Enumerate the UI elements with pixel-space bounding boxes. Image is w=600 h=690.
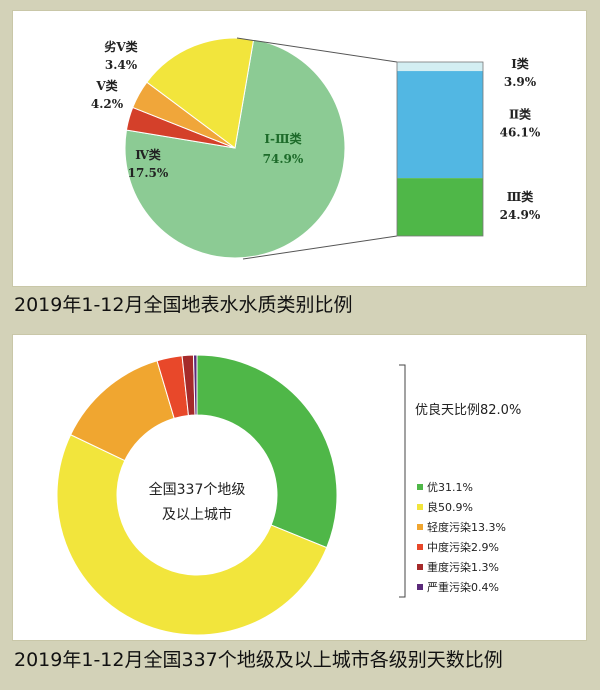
- bar-label-value-2: 46.1%: [500, 126, 541, 140]
- donut-center-line-2: 及以上城市: [162, 506, 232, 523]
- donut-slice-6: [192, 354, 198, 416]
- good-days-bracket: [399, 364, 406, 598]
- legend-label-1: 优31.1%: [427, 481, 473, 494]
- bar-segment-2: [397, 71, 483, 179]
- pie-label-value-1: 74.9%: [263, 152, 304, 166]
- legend-swatch-2: [417, 504, 423, 510]
- pie-label-name-3: Ⅴ类: [95, 78, 118, 93]
- chart-panel-water-quality: Ⅰ-Ⅲ类 74.9% 劣Ⅴ类 3.4% Ⅴ类 4.2% Ⅳ类 17.5% Ⅰ类 3.9% Ⅱ类 46…: [12, 10, 587, 287]
- legend-label-2: 良50.9%: [427, 500, 473, 514]
- pie-label-value-2: 3.4%: [105, 58, 138, 72]
- legend-label-5: 重度污染1.3%: [427, 560, 499, 574]
- air-quality-chart: 全国337个地级 及以上城市 优良天比例82.0% 优31.1% 良50.9% 轻度…: [56, 354, 521, 636]
- legend-label-6: 严重污染0.4%: [427, 580, 499, 594]
- bar-label-value-3: 24.9%: [500, 208, 541, 222]
- pie-slice-4: [146, 37, 255, 149]
- bar-label-name-3: Ⅲ类: [507, 189, 535, 204]
- bar-label-value-1: 3.9%: [504, 75, 537, 89]
- pie-label-value-4: 17.5%: [128, 166, 169, 180]
- legend-swatch-6: [417, 584, 423, 590]
- chart-panel-air-quality: 全国337个地级 及以上城市 优良天比例82.0% 优31.1% 良50.9% 轻度…: [12, 334, 587, 641]
- water-quality-chart: Ⅰ-Ⅲ类 74.9% 劣Ⅴ类 3.4% Ⅴ类 4.2% Ⅳ类 17.5% Ⅰ类 3.9% Ⅱ类 46…: [91, 37, 541, 260]
- air-quality-caption: 2019年1-12月全国337个地级及以上城市各级别天数比例: [14, 649, 503, 671]
- pie-label-name-2: 劣Ⅴ类: [104, 39, 138, 54]
- bar-segment-3: [397, 178, 483, 236]
- donut-center-line-1: 全国337个地级: [149, 481, 246, 498]
- connector-bottom-line: [242, 235, 398, 260]
- connector-top-line: [236, 37, 398, 63]
- pie-label-value-3: 4.2%: [91, 97, 124, 111]
- water-quality-caption: 2019年1-12月全国地表水水质类别比例: [14, 294, 353, 316]
- donut-slice-2: [56, 434, 328, 636]
- good-days-label: 优良天比例82.0%: [415, 402, 521, 418]
- legend-swatch-3: [417, 524, 423, 530]
- bar-outline: [396, 61, 484, 237]
- legend-swatch-4: [417, 544, 423, 550]
- legend-swatch-5: [417, 564, 423, 570]
- bar-label-name-2: Ⅱ类: [509, 107, 532, 122]
- legend-label-4: 中度污染2.9%: [427, 540, 499, 554]
- legend-swatch-1: [417, 484, 423, 490]
- pie-label-name-1: Ⅰ-Ⅲ类: [264, 131, 302, 146]
- legend-label-3: 轻度污染13.3%: [427, 520, 506, 534]
- bar-label-name-1: Ⅰ类: [511, 56, 530, 71]
- bar-segment-1: [397, 62, 483, 72]
- pie-slice-1: [124, 39, 346, 259]
- donut-slice-1: [196, 354, 338, 549]
- pie-label-name-4: Ⅳ类: [135, 147, 162, 162]
